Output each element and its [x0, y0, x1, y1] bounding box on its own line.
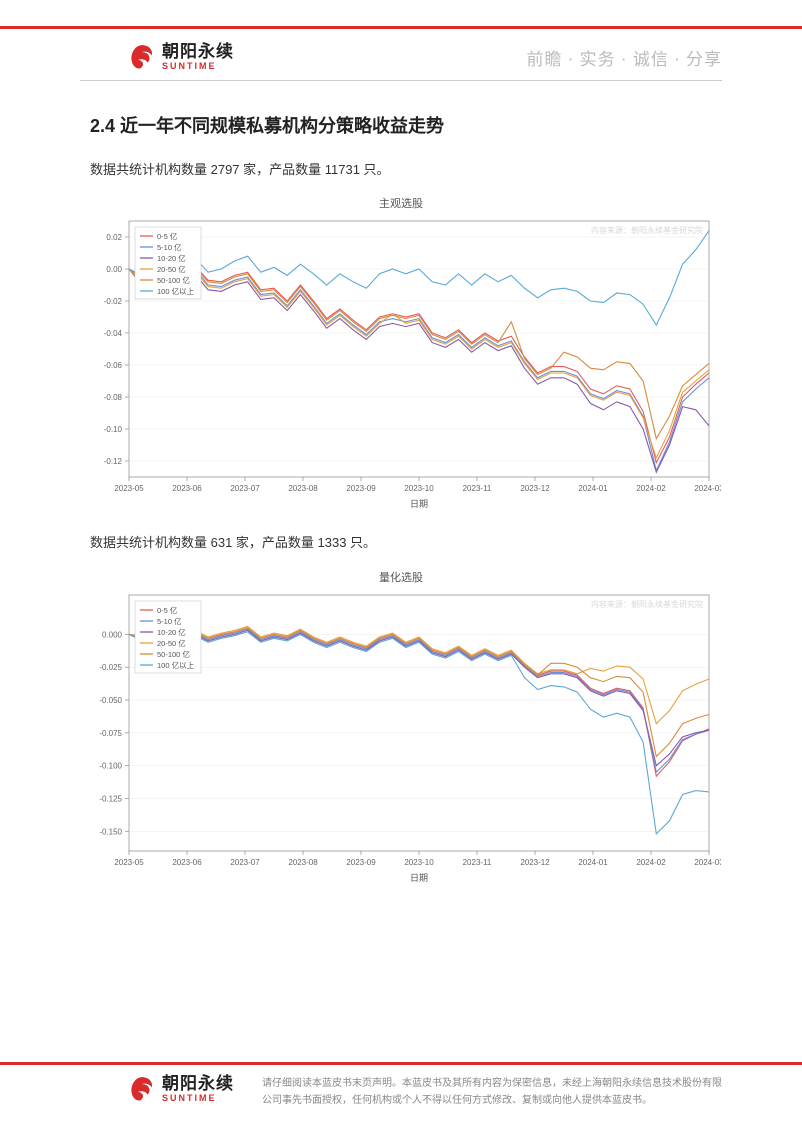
- svg-text:-0.02: -0.02: [104, 297, 123, 306]
- svg-text:2024-03: 2024-03: [694, 858, 721, 867]
- svg-text:2023-07: 2023-07: [230, 858, 260, 867]
- logo-block: 朝阳永续 SUNTIME: [128, 43, 234, 71]
- page-footer: 朝阳永续 SUNTIME 请仔细阅读本蓝皮书末页声明。本蓝皮书及其所有内容为保密…: [0, 1062, 802, 1133]
- svg-text:20-50 亿: 20-50 亿: [157, 264, 186, 274]
- chart1-title: 主观选股: [81, 195, 721, 211]
- svg-text:0.000: 0.000: [102, 630, 123, 639]
- svg-text:10-20 亿: 10-20 亿: [157, 253, 186, 263]
- svg-text:0-5 亿: 0-5 亿: [157, 605, 178, 615]
- main-content: 2.4 近一年不同规模私募机构分策略收益走势 数据共统计机构数量 2797 家，…: [80, 100, 722, 905]
- footer-disclaimer: 请仔细阅读本蓝皮书末页声明。本蓝皮书及其所有内容为保密信息，未经上海朝阳永续信息…: [262, 1075, 722, 1109]
- svg-text:2023-11: 2023-11: [463, 484, 492, 493]
- svg-text:-0.125: -0.125: [99, 794, 122, 803]
- chart1-wrap: 主观选股 0.02 0.00 -0.02 -0.04 -0.06 -0.08 -0.10 -0…: [81, 195, 721, 513]
- footer-logo-icon: [128, 1075, 156, 1103]
- company-name-en: SUNTIME: [162, 62, 234, 71]
- footer-company-cn: 朝阳永续: [162, 1075, 234, 1092]
- svg-text:2023-07: 2023-07: [230, 484, 260, 493]
- chart2-svg: 0.000 -0.025 -0.050 -0.075 -0.100 -0.125 -0.15…: [81, 587, 721, 887]
- svg-text:0.02: 0.02: [106, 233, 122, 242]
- chart2-intro: 数据共统计机构数量 631 家，产品数量 1333 只。: [90, 531, 722, 554]
- top-red-bar: [0, 26, 802, 29]
- svg-text:5-10 亿: 5-10 亿: [157, 616, 182, 626]
- svg-text:0-5 亿: 0-5 亿: [157, 231, 178, 241]
- svg-text:2023-05: 2023-05: [114, 484, 144, 493]
- svg-text:内容来源：朝阳永续基金研究院: 内容来源：朝阳永续基金研究院: [591, 599, 703, 609]
- svg-text:2024-01: 2024-01: [578, 484, 608, 493]
- svg-text:0.00: 0.00: [106, 265, 122, 274]
- svg-text:5-10 亿: 5-10 亿: [157, 242, 182, 252]
- svg-text:-0.10: -0.10: [104, 425, 123, 434]
- svg-text:2023-06: 2023-06: [172, 858, 202, 867]
- svg-text:-0.04: -0.04: [104, 329, 123, 338]
- svg-text:-0.150: -0.150: [99, 827, 122, 836]
- svg-text:内容来源：朝阳永续基金研究院: 内容来源：朝阳永续基金研究院: [591, 225, 703, 235]
- page-header: 朝阳永续 SUNTIME 前瞻 · 实务 · 诚信 · 分享: [0, 36, 802, 78]
- svg-text:2024-02: 2024-02: [636, 484, 666, 493]
- svg-text:20-50 亿: 20-50 亿: [157, 638, 186, 648]
- svg-text:日期: 日期: [410, 873, 428, 883]
- chart1-intro: 数据共统计机构数量 2797 家，产品数量 11731 只。: [90, 158, 722, 181]
- svg-text:50-100 亿: 50-100 亿: [157, 275, 190, 285]
- svg-text:2023-08: 2023-08: [288, 858, 318, 867]
- header-slogan: 前瞻 · 实务 · 诚信 · 分享: [527, 45, 722, 70]
- company-name-cn: 朝阳永续: [162, 43, 234, 60]
- section-heading: 2.4 近一年不同规模私募机构分策略收益走势: [90, 112, 722, 138]
- svg-text:2023-12: 2023-12: [520, 484, 550, 493]
- svg-text:2023-12: 2023-12: [520, 858, 550, 867]
- header-underline: [80, 80, 722, 81]
- svg-text:2023-05: 2023-05: [114, 858, 144, 867]
- svg-text:-0.100: -0.100: [99, 761, 122, 770]
- chart2-wrap: 量化选股 0.000 -0.025 -0.050 -0.075 -0.100 -0.125…: [81, 569, 721, 887]
- chart2-title: 量化选股: [81, 569, 721, 585]
- footer-company-en: SUNTIME: [162, 1094, 234, 1103]
- svg-text:-0.050: -0.050: [99, 696, 122, 705]
- svg-text:100 亿以上: 100 亿以上: [157, 660, 195, 670]
- svg-text:-0.12: -0.12: [104, 457, 123, 466]
- svg-text:2023-08: 2023-08: [288, 484, 318, 493]
- svg-text:-0.08: -0.08: [104, 393, 123, 402]
- logo-icon: [128, 43, 156, 71]
- svg-text:2023-10: 2023-10: [404, 858, 434, 867]
- svg-text:日期: 日期: [410, 499, 428, 509]
- svg-text:2023-09: 2023-09: [346, 858, 376, 867]
- svg-text:2023-06: 2023-06: [172, 484, 202, 493]
- svg-text:2023-10: 2023-10: [404, 484, 434, 493]
- svg-text:2024-02: 2024-02: [636, 858, 666, 867]
- chart1-svg: 0.02 0.00 -0.02 -0.04 -0.06 -0.08 -0.10 -0.12 20…: [81, 213, 721, 513]
- svg-text:10-20 亿: 10-20 亿: [157, 627, 186, 637]
- svg-text:2024-03: 2024-03: [694, 484, 721, 493]
- svg-text:-0.075: -0.075: [99, 729, 122, 738]
- svg-text:-0.06: -0.06: [104, 361, 123, 370]
- svg-text:-0.025: -0.025: [99, 663, 122, 672]
- svg-text:2023-09: 2023-09: [346, 484, 376, 493]
- svg-text:2024-01: 2024-01: [578, 858, 608, 867]
- svg-text:50-100 亿: 50-100 亿: [157, 649, 190, 659]
- footer-logo-block: 朝阳永续 SUNTIME: [128, 1075, 234, 1103]
- svg-text:2023-11: 2023-11: [463, 858, 492, 867]
- svg-text:100 亿以上: 100 亿以上: [157, 286, 195, 296]
